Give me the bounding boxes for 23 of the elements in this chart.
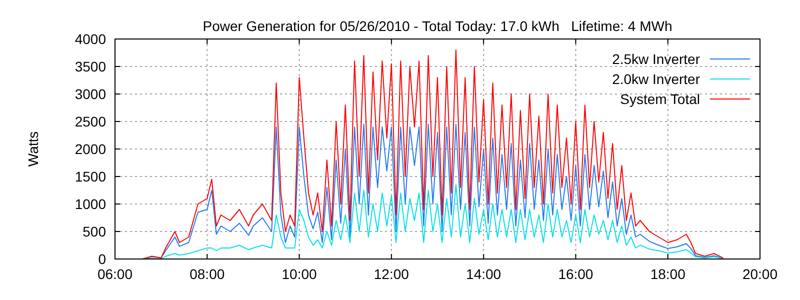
y-tick-label: 1000 [74, 196, 106, 212]
legend-label: System Total [620, 90, 700, 107]
y-tick-label: 1500 [74, 168, 106, 184]
y-tick-label: 3000 [74, 86, 106, 102]
x-tick-label: 12:00 [374, 266, 410, 282]
y-tick-label: 2000 [74, 140, 106, 157]
y-tick-label: 0 [98, 250, 106, 267]
x-tick-label: 06:00 [97, 266, 133, 282]
x-tick-label: 16:00 [558, 266, 594, 282]
x-tick-label: 18:00 [650, 266, 686, 282]
chart-title: Power Generation for 05/26/2010 - Total Today: 17.0 kWh Lifetime: 4 MWh [202, 18, 672, 34]
y-axis-title: Watts [25, 131, 41, 167]
legend-label: 2.0kw Inverter [612, 70, 700, 87]
x-tick-label: 20:00 [742, 266, 778, 282]
y-tick-label: 3500 [74, 58, 106, 74]
y-tick-label: 2500 [74, 113, 106, 130]
line-series [142, 50, 724, 260]
y-tick-label: 500 [82, 223, 106, 240]
x-tick-label: 08:00 [190, 266, 225, 282]
x-tick-label: 14:00 [466, 266, 502, 282]
x-tick-label: 10:00 [282, 266, 318, 282]
y-tick-label: 4000 [74, 30, 106, 47]
legend-label: 2.5kw Inverter [612, 50, 700, 67]
